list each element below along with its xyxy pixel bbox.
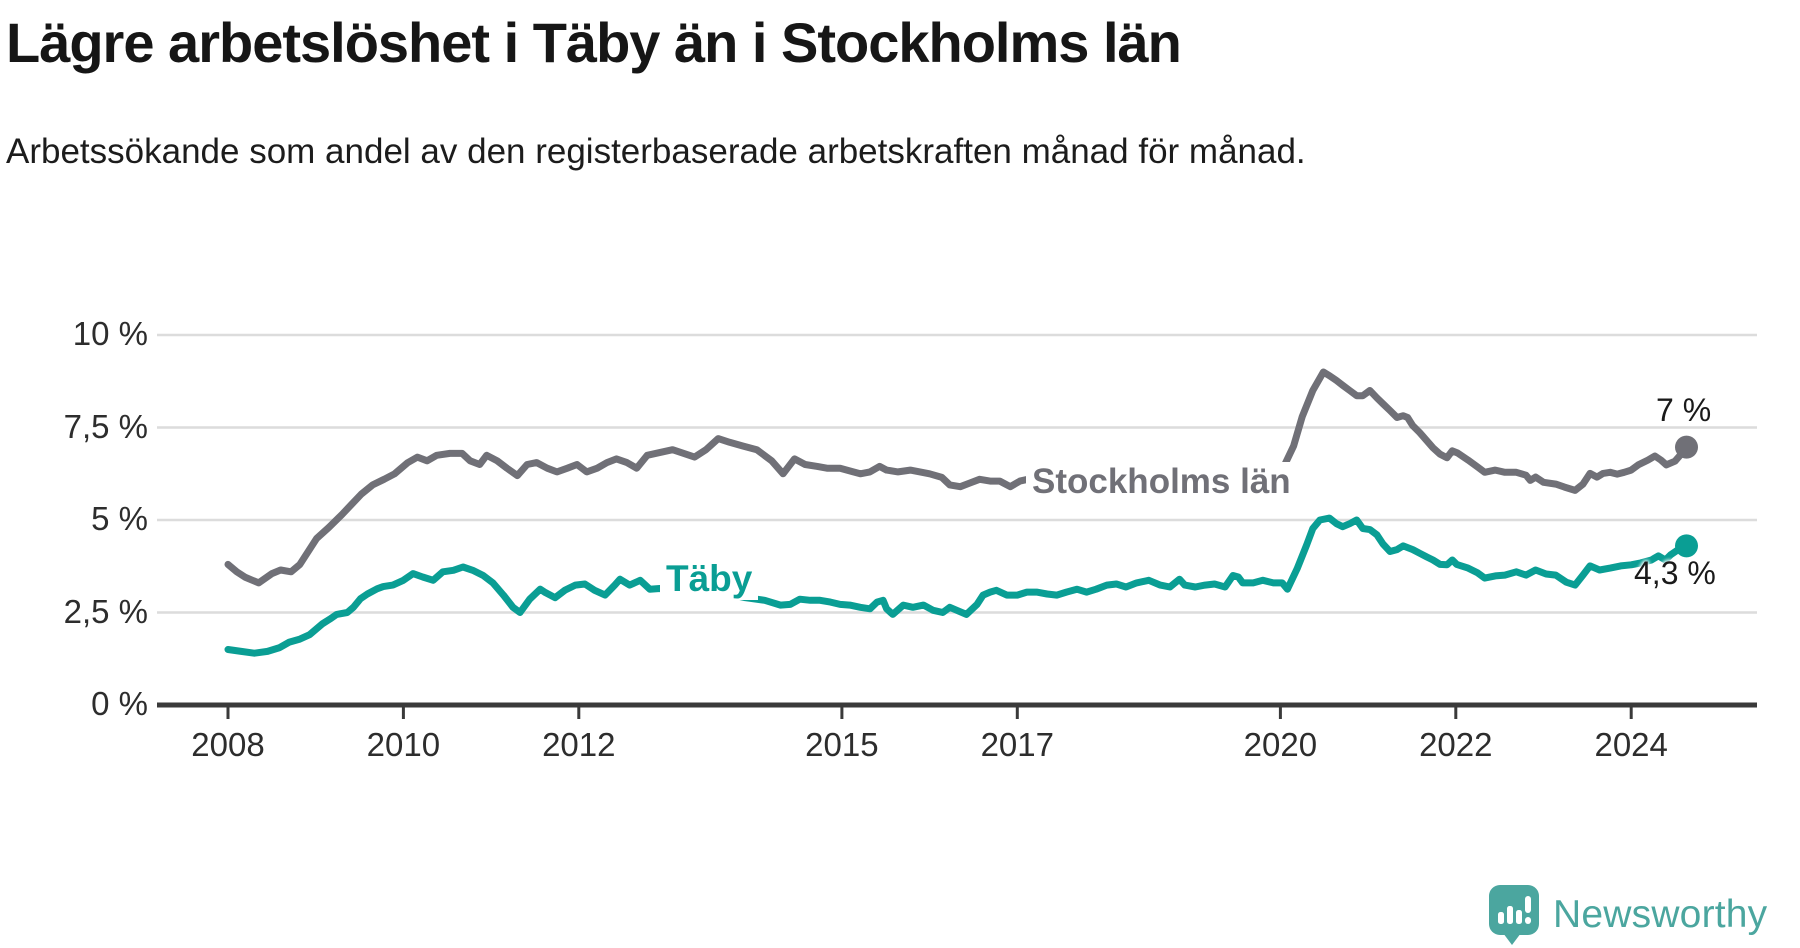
chart-subtitle: Arbetssökande som andel av den registerb… [6,132,1306,171]
y-tick-label: 2,5 % [63,592,148,630]
series-label-taby: Täby [660,558,759,600]
series-line-stockholms-l-n [224,368,1690,587]
data-series-lines [224,368,1698,657]
y-tick-label: 0 % [91,685,148,722]
x-tick-label: 2012 [542,726,616,763]
series-end-dot [1675,534,1698,558]
end-value-label-taby: 4,3 % [1634,555,1716,591]
y-tick-label: 5 % [91,500,148,537]
x-tick-label: 2008 [191,726,265,763]
newsworthy-icon [1489,885,1539,945]
page-title: Lägre arbetslöshet i Täby än i Stockholm… [6,11,1182,74]
series-end-dot [1675,435,1698,459]
y-tick-label: 10 % [72,315,148,352]
end-value-label-stockholms-lan: 7 % [1656,392,1712,428]
newsworthy-logo: Newsworthy [1488,884,1767,946]
x-tick-label: 2010 [366,726,441,763]
x-tick-label: 2015 [805,726,879,763]
x-tick-label: 2022 [1419,726,1493,763]
newsworthy-wordmark: Newsworthy [1553,893,1768,936]
x-tick-label: 2024 [1594,726,1668,763]
series-line-t-by [224,514,1690,657]
x-tick-label: 2017 [980,726,1054,763]
series-label-stockholms-lan: Stockholms län [1026,462,1297,502]
y-tick-label: 7,5 % [63,407,148,445]
x-tick-label: 2020 [1243,726,1318,763]
x-axis-line [157,702,1757,719]
